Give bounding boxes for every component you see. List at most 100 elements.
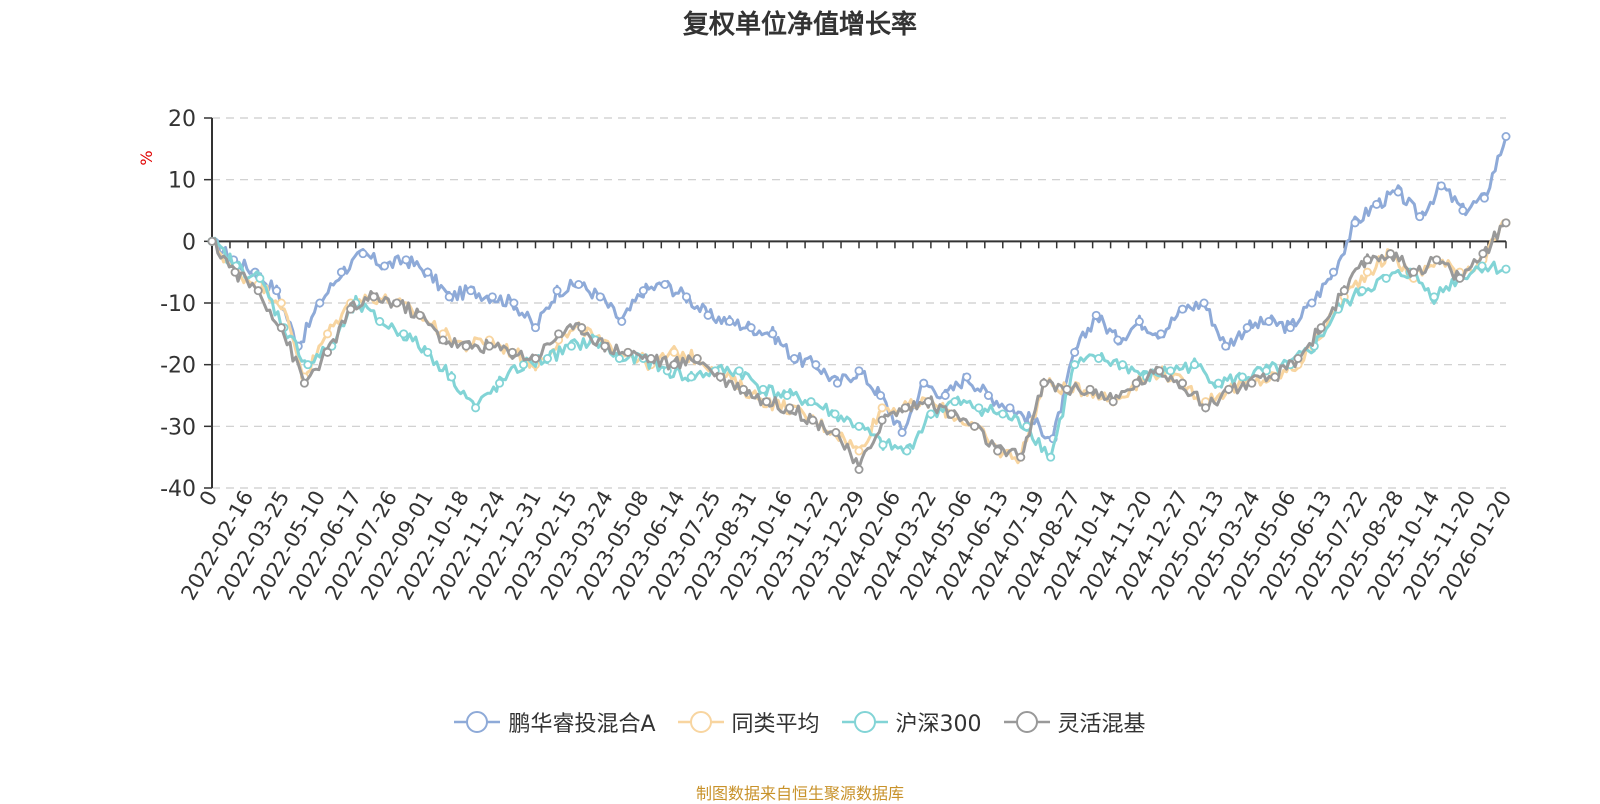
data-point[interactable] — [1328, 267, 1338, 277]
data-point[interactable] — [830, 409, 840, 419]
data-point[interactable] — [692, 353, 702, 363]
data-point[interactable] — [926, 409, 936, 419]
data-point[interactable] — [1070, 347, 1080, 357]
data-point[interactable] — [438, 335, 448, 345]
data-point[interactable] — [1178, 378, 1188, 388]
data-point[interactable] — [902, 446, 912, 456]
data-point[interactable] — [299, 378, 309, 388]
data-point[interactable] — [877, 415, 887, 425]
data-point[interactable] — [466, 286, 476, 296]
data-point[interactable] — [401, 255, 411, 265]
data-point[interactable] — [1242, 323, 1252, 333]
data-point[interactable] — [423, 267, 433, 277]
data-point[interactable] — [423, 347, 433, 357]
data-point[interactable] — [808, 415, 818, 425]
data-point[interactable] — [877, 403, 887, 413]
data-point[interactable] — [230, 267, 240, 277]
data-point[interactable] — [854, 421, 864, 431]
data-point[interactable] — [392, 298, 402, 308]
data-point[interactable] — [509, 298, 519, 308]
data-point[interactable] — [876, 390, 886, 400]
data-point[interactable] — [831, 427, 841, 437]
data-point[interactable] — [1247, 378, 1257, 388]
data-point[interactable] — [950, 397, 960, 407]
data-point[interactable] — [1091, 310, 1101, 320]
data-point[interactable] — [1362, 255, 1372, 265]
data-point[interactable] — [1118, 360, 1128, 370]
data-point[interactable] — [762, 397, 772, 407]
data-point[interactable] — [782, 390, 792, 400]
data-point[interactable] — [669, 360, 679, 370]
data-point[interactable] — [854, 366, 864, 376]
data-point[interactable] — [1156, 329, 1166, 339]
data-point[interactable] — [1458, 205, 1468, 215]
data-point[interactable] — [1385, 249, 1395, 259]
legend-item[interactable]: 灵活混基 — [1003, 706, 1146, 738]
data-point[interactable] — [303, 360, 313, 370]
data-point[interactable] — [336, 267, 346, 277]
data-point[interactable] — [1261, 366, 1271, 376]
data-point[interactable] — [399, 329, 409, 339]
data-point[interactable] — [487, 292, 497, 302]
data-point[interactable] — [323, 329, 333, 339]
data-point[interactable] — [566, 341, 576, 351]
data-point[interactable] — [1070, 360, 1080, 370]
data-point[interactable] — [1270, 372, 1280, 382]
data-point[interactable] — [1062, 384, 1072, 394]
data-point[interactable] — [1429, 292, 1439, 302]
data-point[interactable] — [519, 360, 529, 370]
data-point[interactable] — [358, 249, 368, 259]
data-point[interactable] — [495, 378, 505, 388]
data-point[interactable] — [380, 261, 390, 271]
data-point[interactable] — [832, 378, 842, 388]
data-point[interactable] — [681, 292, 691, 302]
data-point[interactable] — [1189, 360, 1199, 370]
data-point[interactable] — [552, 286, 562, 296]
data-point[interactable] — [531, 353, 541, 363]
data-point[interactable] — [471, 403, 481, 413]
data-point[interactable] — [461, 341, 471, 351]
data-point[interactable] — [617, 316, 627, 326]
data-point[interactable] — [1293, 353, 1303, 363]
data-point[interactable] — [1436, 181, 1446, 191]
data-point[interactable] — [276, 298, 286, 308]
legend-item[interactable]: 沪深300 — [841, 706, 982, 738]
data-point[interactable] — [600, 341, 610, 351]
data-point[interactable] — [207, 236, 217, 246]
data-point[interactable] — [554, 329, 564, 339]
data-point[interactable] — [1113, 335, 1123, 345]
data-point[interactable] — [1501, 131, 1511, 141]
data-point[interactable] — [1201, 403, 1211, 413]
data-point[interactable] — [255, 273, 265, 283]
data-point[interactable] — [854, 446, 864, 456]
data-point[interactable] — [253, 286, 263, 296]
data-point[interactable] — [323, 347, 333, 357]
data-point[interactable] — [444, 292, 454, 302]
data-point[interactable] — [725, 316, 735, 326]
legend-item[interactable]: 鹏华睿投混合A — [454, 706, 656, 738]
data-point[interactable] — [1154, 366, 1164, 376]
data-point[interactable] — [998, 409, 1008, 419]
data-point[interactable] — [507, 347, 517, 357]
data-point[interactable] — [623, 347, 633, 357]
data-point[interactable] — [1307, 298, 1317, 308]
data-point[interactable] — [1479, 193, 1489, 203]
data-point[interactable] — [1134, 316, 1144, 326]
data-point[interactable] — [1039, 378, 1049, 388]
data-point[interactable] — [1350, 218, 1360, 228]
data-point[interactable] — [542, 353, 552, 363]
data-point[interactable] — [1357, 286, 1367, 296]
data-point[interactable] — [346, 304, 356, 314]
data-point[interactable] — [1316, 323, 1326, 333]
data-point[interactable] — [789, 353, 799, 363]
data-point[interactable] — [315, 298, 325, 308]
data-point[interactable] — [595, 292, 605, 302]
data-point[interactable] — [1415, 212, 1425, 222]
data-point[interactable] — [638, 286, 648, 296]
data-point[interactable] — [369, 292, 379, 302]
data-point[interactable] — [276, 323, 286, 333]
data-point[interactable] — [1264, 316, 1274, 326]
data-point[interactable] — [686, 372, 696, 382]
data-point[interactable] — [1085, 384, 1095, 394]
data-point[interactable] — [715, 372, 725, 382]
